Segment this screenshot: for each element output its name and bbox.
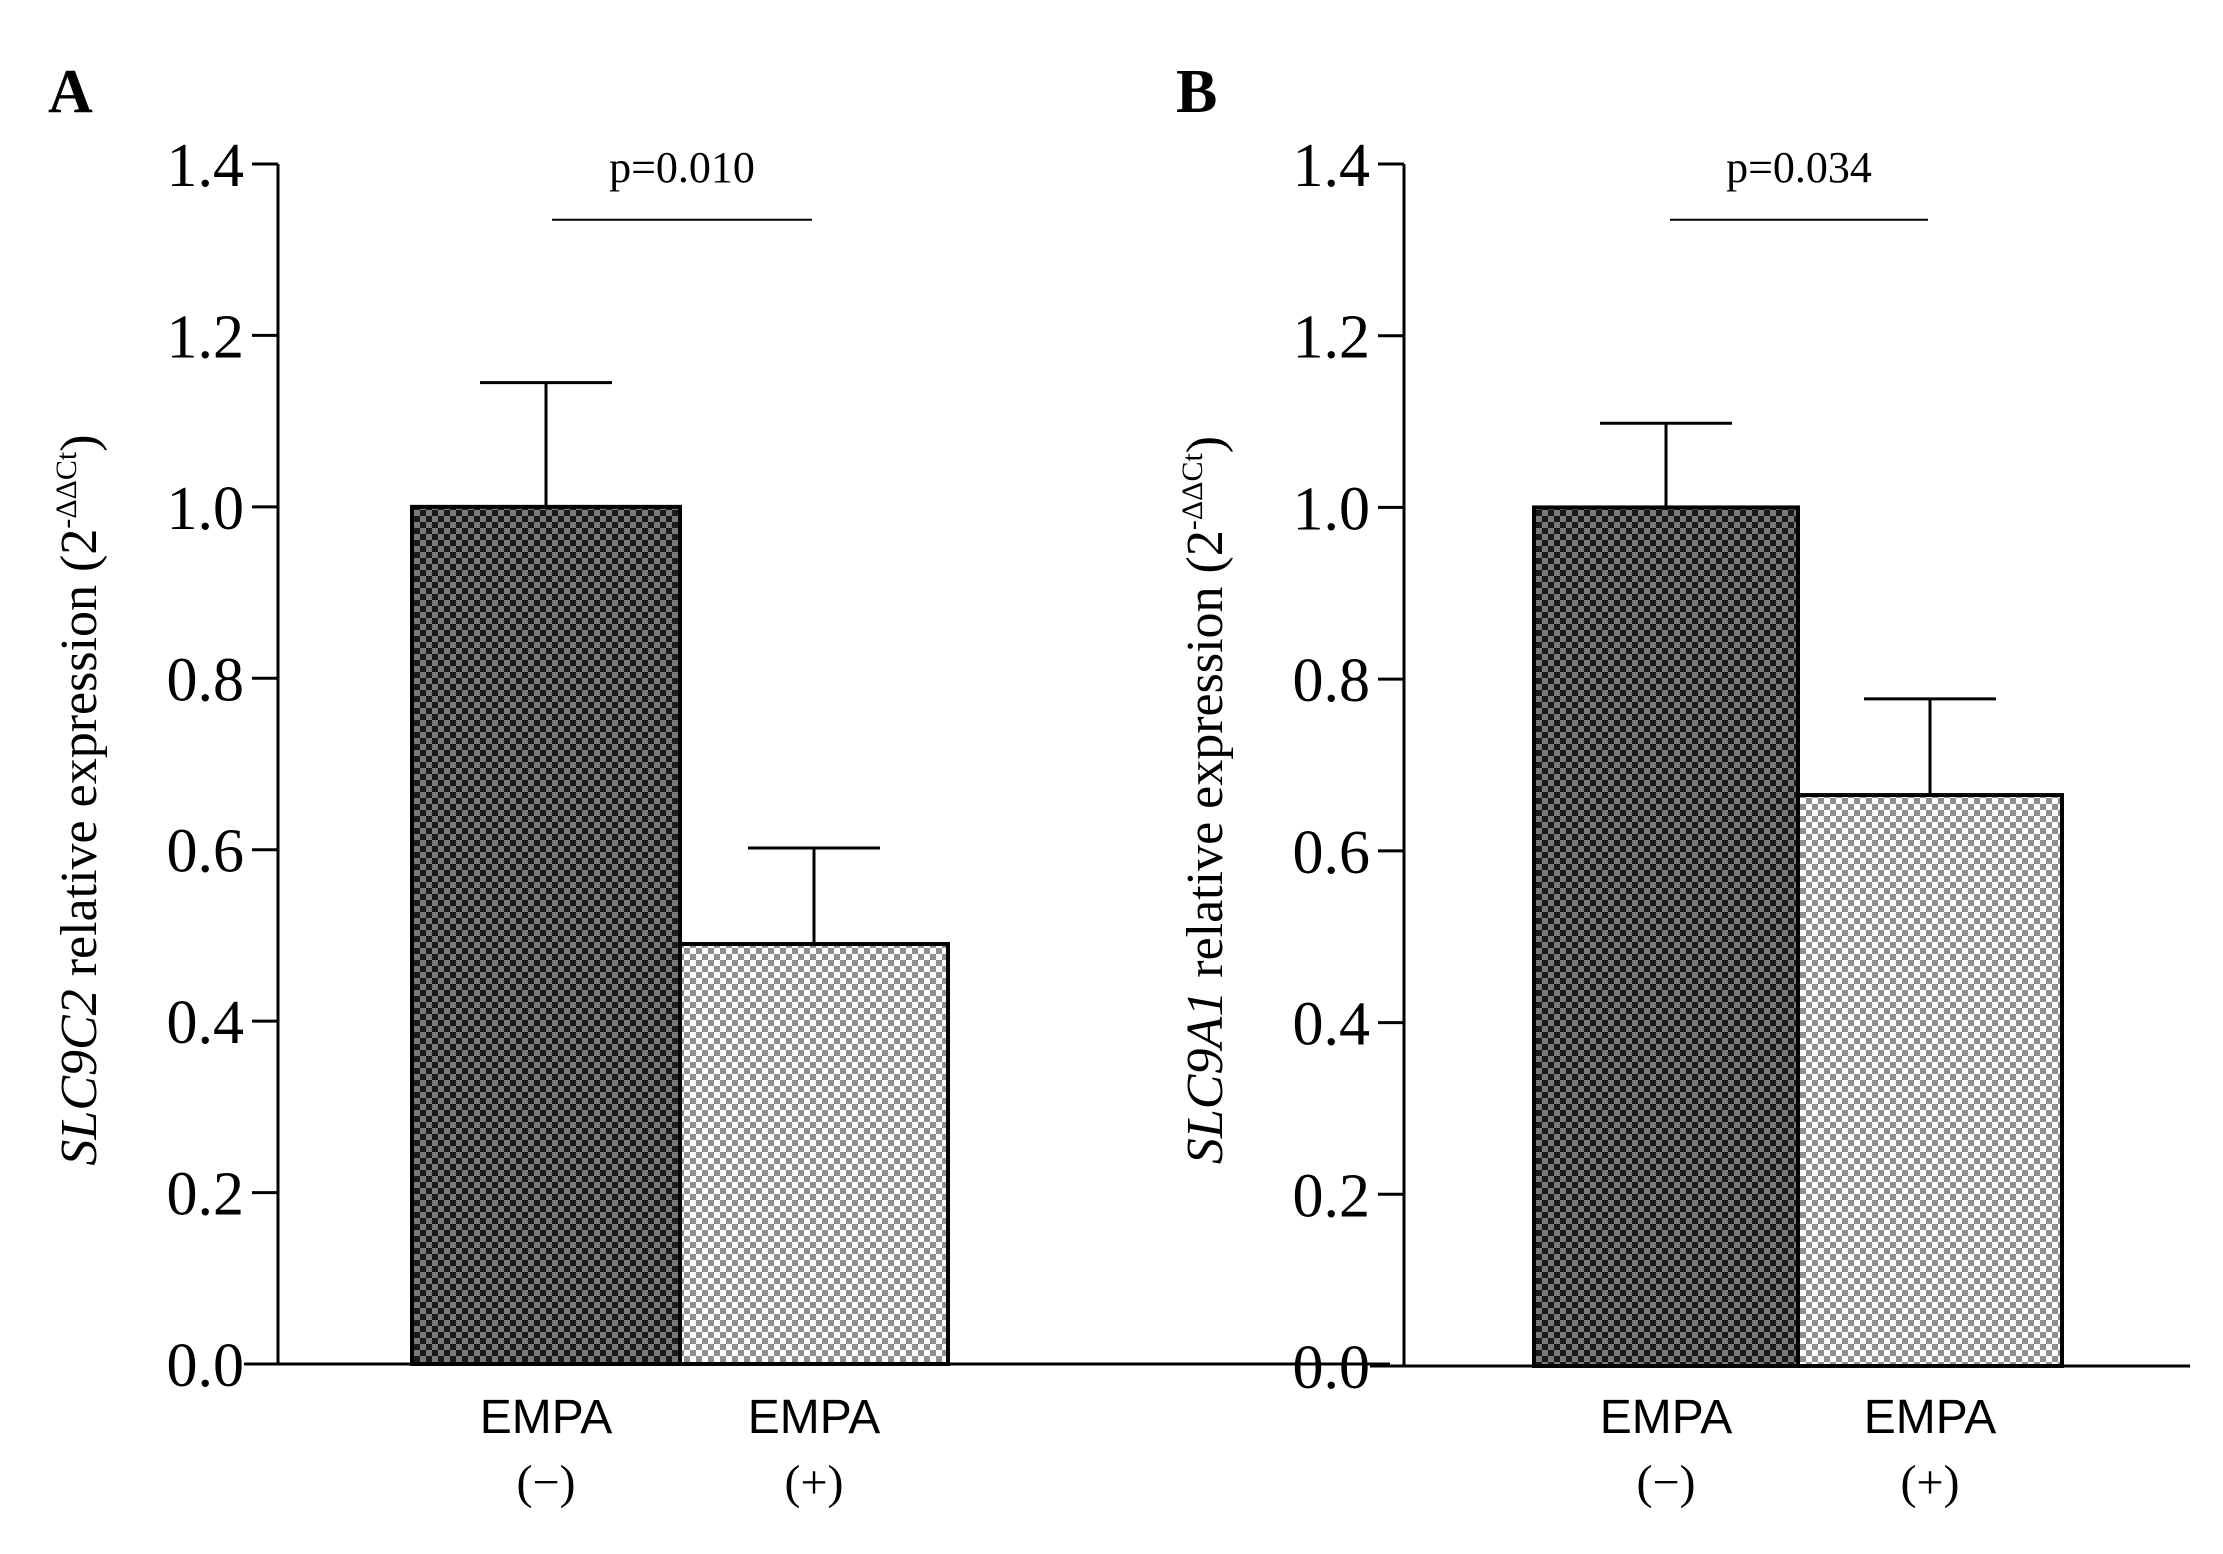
y-tick-label-5: 1.0 [167, 475, 245, 543]
y-axis-label-body: relative expression (2 [1177, 530, 1234, 991]
p-value-label: p=0.034 [1726, 143, 1872, 192]
panel-b: B SLC9A1 relative expression (2-ΔΔCt) 0.… [1176, 58, 2190, 1509]
bar-empa-plus [678, 942, 950, 1366]
y-tick-label-6: 1.2 [1293, 304, 1371, 372]
y-axis-label-b: SLC9A1 relative expression (2-ΔΔCt) [1176, 436, 1234, 1164]
bar-empa-minus [1532, 505, 1800, 1368]
x-label-empa-plus-line1: EMPA [748, 1391, 880, 1444]
y-tick-label-1: 0.2 [1293, 1162, 1371, 1230]
y-tick-label-7: 1.4 [1293, 132, 1371, 200]
x-label-empa-minus-line1: EMPA [1600, 1391, 1732, 1444]
y-tick-label-0: 0.0 [167, 1332, 245, 1400]
x-category-labels: EMPA (−) EMPA (+) [1600, 1391, 1996, 1509]
y-tick-label-7: 1.4 [167, 132, 245, 200]
significance-bracket: p=0.010 [552, 143, 812, 221]
x-label-empa-plus-line2: (+) [784, 1456, 843, 1509]
y-tick-label-3: 0.6 [1293, 819, 1371, 887]
p-value-label: p=0.010 [609, 143, 755, 192]
error-bars [1600, 421, 1996, 796]
x-label-empa-plus-line1: EMPA [1864, 1391, 1996, 1444]
y-axis-label-text: SLC9C2 relative expression (2-ΔΔCt) [50, 434, 108, 1165]
panel-letter-a: A [48, 58, 93, 126]
x-label-empa-minus-line2: (−) [1636, 1456, 1695, 1509]
y-axis-label-superscript: -ΔΔCt [50, 451, 83, 529]
y-tick-labels: 0.0 0.2 0.4 0.6 0.8 1.0 1.2 1.4 [1293, 132, 1371, 1402]
bar-empa-minus [410, 504, 682, 1367]
y-tick-label-2: 0.4 [1293, 991, 1371, 1059]
y-tick-label-0: 0.0 [1293, 1334, 1371, 1402]
y-ticks [252, 162, 278, 1366]
y-tick-labels: 0.0 0.2 0.4 0.6 0.8 1.0 1.2 1.4 [167, 132, 245, 1400]
bars [1532, 505, 2064, 1368]
y-tick-label-2: 0.4 [167, 989, 245, 1057]
panel-a: A SLC9C2 relative expression (2-ΔΔCt) 0.… [48, 58, 1390, 1509]
x-label-empa-minus-line2: (−) [516, 1456, 575, 1509]
y-tick-label-3: 0.6 [167, 818, 245, 886]
y-ticks [1378, 162, 1404, 1368]
significance-bracket: p=0.034 [1670, 143, 1928, 221]
y-axis-gene-name: SLC9A1 [1177, 991, 1234, 1164]
bar-empa-plus [1796, 793, 2064, 1368]
y-tick-label-1: 0.2 [167, 1161, 245, 1229]
y-tick-label-4: 0.8 [167, 646, 245, 714]
y-axis-label-close: ) [1177, 436, 1234, 453]
error-bars [480, 381, 880, 944]
bars [410, 504, 950, 1367]
x-label-empa-plus-line2: (+) [1900, 1456, 1959, 1509]
y-tick-label-6: 1.2 [167, 303, 245, 371]
y-axis-label-close: ) [51, 434, 108, 451]
y-axis-label-text: SLC9A1 relative expression (2-ΔΔCt) [1176, 436, 1234, 1164]
x-category-labels: EMPA (−) EMPA (+) [480, 1391, 880, 1509]
panel-letter-b: B [1176, 58, 1217, 126]
x-label-empa-minus-line1: EMPA [480, 1391, 612, 1444]
y-axis-gene-name: SLC9C2 [51, 989, 108, 1165]
y-axis-label-a: SLC9C2 relative expression (2-ΔΔCt) [50, 434, 108, 1165]
y-tick-label-5: 1.0 [1293, 475, 1371, 543]
y-axis-label-body: relative expression (2 [51, 529, 108, 990]
y-axis-label-superscript: -ΔΔCt [1176, 453, 1209, 531]
y-tick-label-4: 0.8 [1293, 647, 1371, 715]
